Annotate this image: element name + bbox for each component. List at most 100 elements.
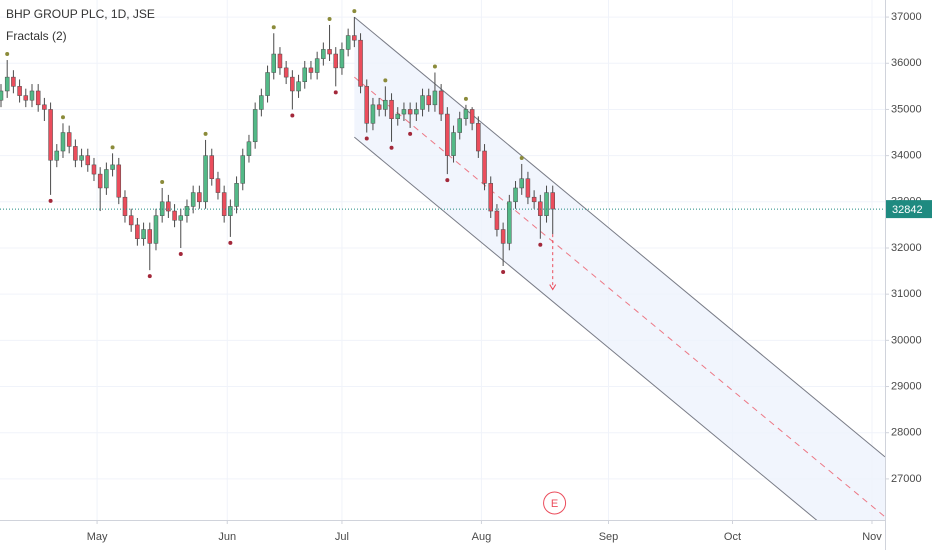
candle-body [221, 192, 227, 216]
candle-body [469, 109, 475, 124]
y-tick-label: 27000 [891, 473, 922, 485]
candle-body [153, 215, 159, 244]
fractal-high [327, 16, 332, 21]
candle-body [4, 76, 10, 92]
candle-body [190, 192, 196, 207]
candle-body [345, 35, 351, 50]
fractal-high [203, 131, 208, 136]
axes: 2700028000290003000031000320003300034000… [87, 11, 932, 543]
candle-body [11, 76, 16, 87]
x-tick-label: May [87, 531, 108, 543]
event-label: E [551, 498, 558, 510]
candle-body [85, 155, 91, 166]
candle-body [91, 164, 97, 175]
fractal-high [271, 25, 276, 30]
candle-body [358, 39, 363, 87]
candle-body [333, 53, 338, 69]
candle-body [370, 104, 376, 124]
candle-body [457, 118, 462, 133]
price-label-box [886, 200, 932, 219]
fractal-high [519, 155, 524, 160]
candle-body [500, 229, 506, 244]
fractal-low [48, 198, 53, 203]
candle-body [494, 210, 500, 230]
candle-body [420, 95, 425, 110]
chart-title: BHP GROUP PLC, 1D, JSE [6, 7, 155, 21]
x-tick-label: Jun [218, 531, 236, 543]
candle-body [122, 196, 128, 216]
x-tick-label: Jul [335, 531, 349, 543]
candle-body [308, 67, 314, 73]
candle-body [376, 104, 382, 110]
fractal-high [383, 78, 388, 83]
candle-body [476, 123, 481, 152]
candle-body [178, 215, 184, 221]
candle-body [488, 183, 493, 212]
candle-body [203, 155, 208, 203]
candle-body [407, 109, 413, 115]
candle-body [60, 132, 66, 152]
fractal-high [352, 9, 357, 14]
candle-body [327, 49, 332, 55]
candle-body [66, 132, 72, 147]
channel-middle [354, 76, 885, 518]
candle-body [184, 206, 190, 216]
fractal-high [160, 179, 165, 184]
candle-body [438, 90, 444, 115]
candle-body [197, 192, 202, 203]
candle-body [507, 201, 512, 244]
candle-body [17, 86, 22, 96]
candle-body [116, 164, 122, 198]
candle-body [296, 81, 301, 92]
candle-body [104, 169, 109, 189]
candle-body [302, 67, 308, 82]
candle-body [513, 187, 518, 203]
candle-body [426, 95, 431, 106]
candle-body [228, 206, 233, 216]
fractal-low [408, 131, 413, 136]
y-tick-label: 28000 [891, 427, 922, 439]
candle-body [352, 35, 357, 41]
fractal-high [463, 96, 468, 101]
channel-fill [354, 17, 885, 520]
candle-body [246, 141, 252, 156]
candle-body [432, 90, 438, 106]
candle-body [395, 113, 400, 119]
candle-body [35, 90, 41, 106]
fractal-low [364, 136, 369, 141]
candle-body [445, 113, 450, 156]
candle-body [147, 229, 153, 244]
fractal-low [333, 90, 338, 95]
candle-body [463, 109, 469, 119]
candle-body [383, 99, 388, 110]
candle-body [97, 173, 103, 189]
candle-body [414, 109, 419, 115]
candle-body [110, 164, 115, 170]
grid [0, 0, 885, 520]
candle-body [29, 90, 35, 101]
x-tick-label: Oct [724, 531, 741, 543]
projection-arrowhead [549, 284, 557, 291]
y-tick-label: 37000 [891, 11, 922, 23]
plot-area: E [0, 9, 885, 520]
candle-body [401, 109, 407, 115]
candle-body [215, 178, 221, 193]
candle-body [73, 146, 78, 161]
candle-body [290, 76, 295, 92]
candle-body [451, 132, 456, 156]
fractal-low [501, 270, 506, 275]
x-tick-label: Aug [472, 531, 492, 543]
candle-body [79, 155, 84, 161]
candle-body [259, 95, 264, 110]
candle-body [277, 53, 283, 69]
fractal-low [147, 274, 152, 279]
candle-body [314, 58, 320, 73]
y-tick-label: 34000 [891, 150, 922, 162]
fractal-high [110, 145, 115, 150]
candle-body [240, 155, 246, 184]
candle-body [209, 155, 215, 179]
candle-body [166, 201, 171, 212]
y-tick-label: 31000 [891, 288, 922, 300]
candle-body [48, 109, 53, 161]
